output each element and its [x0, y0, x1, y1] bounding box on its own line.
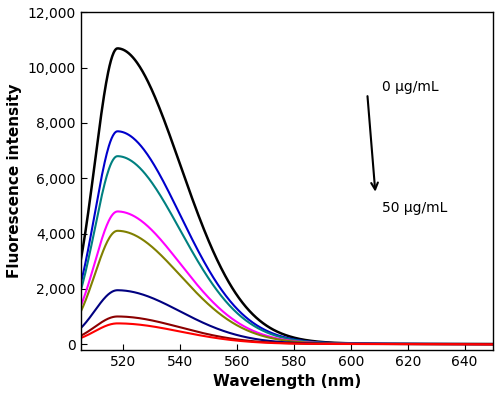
Text: 0 μg/mL: 0 μg/mL — [382, 80, 438, 93]
X-axis label: Wavelength (nm): Wavelength (nm) — [212, 374, 361, 389]
Text: 50 μg/mL: 50 μg/mL — [382, 201, 447, 215]
Y-axis label: Fluorescence intensity: Fluorescence intensity — [7, 84, 22, 278]
